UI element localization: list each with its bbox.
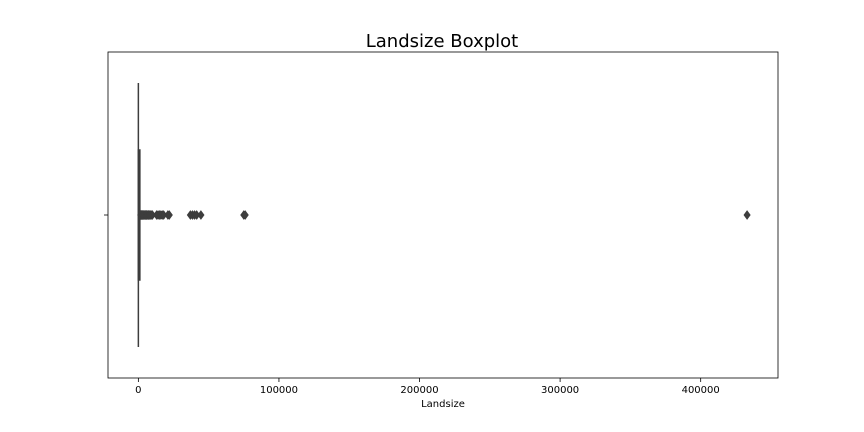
x-tick-label: 0 (135, 385, 141, 396)
outlier-point (197, 210, 205, 220)
x-axis-label: Landsize (421, 399, 465, 410)
x-tick-label: 100000 (260, 385, 298, 396)
outlier-point (165, 210, 173, 220)
outliers (137, 210, 751, 220)
axes-frame (107, 51, 779, 379)
x-tick-label: 200000 (400, 385, 438, 396)
chart-title: Landsize Boxplot (366, 31, 518, 52)
outlier-point (241, 210, 249, 220)
x-tick-label: 400000 (682, 385, 720, 396)
plot-area (107, 51, 779, 379)
boxplot-marks (137, 83, 751, 347)
outlier-point (743, 210, 751, 220)
x-tick-label: 300000 (541, 385, 579, 396)
x-axis: 0 100000 200000 300000 400000 (135, 378, 720, 396)
